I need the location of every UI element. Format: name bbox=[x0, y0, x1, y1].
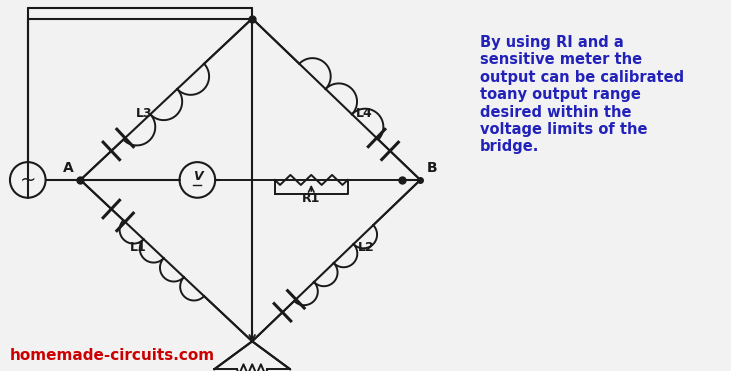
Text: R1: R1 bbox=[302, 192, 320, 205]
Text: L4: L4 bbox=[356, 107, 373, 120]
Text: A: A bbox=[63, 161, 74, 175]
Text: ~: ~ bbox=[20, 170, 36, 190]
Text: homemade-circuits.com: homemade-circuits.com bbox=[10, 348, 215, 363]
Text: By using RI and a
sensitive meter the
output can be calibrated
toany output rang: By using RI and a sensitive meter the ou… bbox=[480, 35, 684, 154]
Text: L3: L3 bbox=[136, 107, 153, 120]
Text: L2: L2 bbox=[358, 241, 374, 254]
Text: V: V bbox=[192, 170, 202, 183]
Text: L1: L1 bbox=[130, 241, 147, 254]
Text: B: B bbox=[427, 161, 438, 175]
